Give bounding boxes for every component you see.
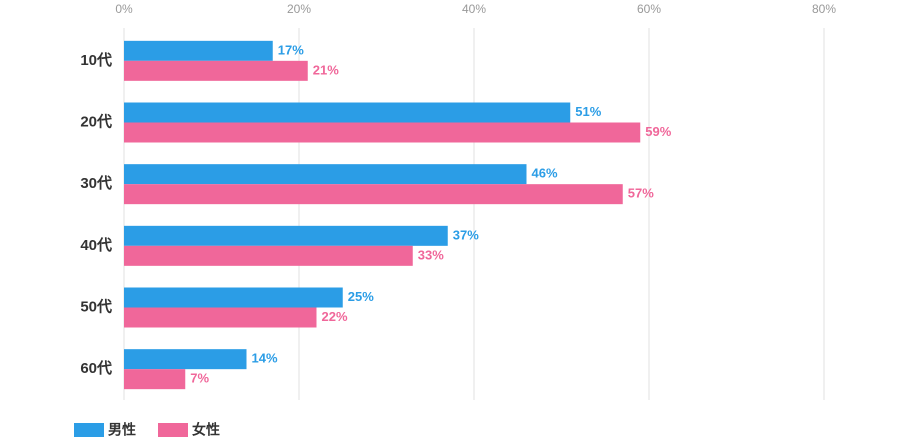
bar	[124, 287, 343, 308]
bar	[124, 60, 308, 81]
y-tick-label: 10代	[80, 51, 112, 69]
y-tick-label: 40代	[80, 236, 112, 254]
bar	[124, 122, 641, 143]
x-tick-label: 20%	[287, 2, 311, 16]
y-tick-label: 30代	[80, 174, 112, 192]
value-label: 57%	[628, 186, 654, 201]
x-tick-label: 40%	[462, 2, 486, 16]
bar	[124, 307, 317, 328]
x-tick-label: 80%	[812, 2, 836, 16]
value-label: 7%	[190, 371, 209, 386]
x-tick-label: 0%	[115, 2, 133, 16]
legend-swatch	[74, 423, 104, 437]
value-label: 33%	[418, 247, 444, 262]
bar	[124, 164, 527, 185]
bar	[124, 40, 273, 61]
y-tick-label: 60代	[80, 359, 112, 377]
value-label: 21%	[313, 62, 339, 77]
bar	[124, 184, 623, 205]
bar	[124, 225, 448, 246]
legend-label: 女性	[192, 422, 220, 438]
legend-swatch	[158, 423, 188, 437]
bar	[124, 102, 571, 123]
value-label: 14%	[252, 351, 278, 366]
bar	[124, 369, 186, 390]
value-label: 17%	[278, 42, 304, 57]
value-label: 46%	[532, 166, 558, 181]
y-tick-label: 50代	[80, 297, 112, 315]
bar	[124, 349, 247, 370]
value-label: 59%	[645, 124, 671, 139]
value-label: 51%	[575, 104, 601, 119]
x-tick-label: 60%	[637, 2, 661, 16]
legend-label: 男性	[108, 422, 136, 438]
value-label: 22%	[322, 309, 348, 324]
bar	[124, 245, 413, 266]
value-label: 37%	[453, 227, 479, 242]
y-tick-label: 20代	[80, 112, 112, 130]
value-label: 25%	[348, 289, 374, 304]
